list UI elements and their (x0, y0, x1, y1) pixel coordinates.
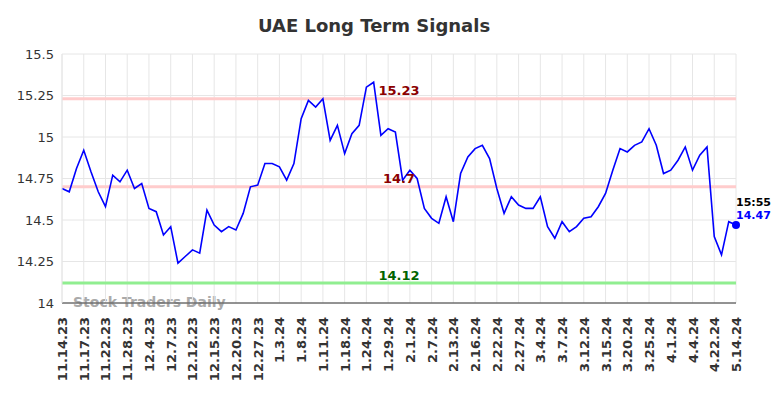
svg-text:14.7: 14.7 (383, 171, 415, 186)
svg-text:1.18.24: 1.18.24 (338, 317, 353, 372)
svg-text:4.4.24: 4.4.24 (686, 317, 701, 363)
svg-text:14.5: 14.5 (25, 213, 54, 228)
svg-text:11.28.23: 11.28.23 (120, 317, 135, 381)
svg-text:15.5: 15.5 (25, 47, 54, 62)
svg-text:12.4.23: 12.4.23 (142, 317, 157, 372)
svg-text:2.13.24: 2.13.24 (446, 317, 461, 372)
svg-text:1.29.24: 1.29.24 (381, 317, 396, 372)
svg-text:12.15.23: 12.15.23 (207, 317, 222, 381)
svg-text:12.27.23: 12.27.23 (251, 317, 266, 381)
svg-text:15.25: 15.25 (17, 88, 54, 103)
svg-text:4.22.24: 4.22.24 (707, 317, 722, 372)
svg-text:14.75: 14.75 (17, 171, 54, 186)
html-text:Stock Traders Daily: Stock Traders Daily (73, 294, 226, 310)
svg-text:3.4.24: 3.4.24 (533, 317, 548, 363)
svg-text:11.22.23: 11.22.23 (98, 317, 113, 381)
svg-text:15.23: 15.23 (378, 83, 419, 98)
svg-text:2.1.24: 2.1.24 (403, 317, 418, 363)
svg-text:4.1.24: 4.1.24 (664, 317, 679, 363)
svg-text:5.14.24: 5.14.24 (729, 317, 744, 372)
svg-text:3.20.24: 3.20.24 (620, 317, 635, 372)
svg-text:14: 14 (37, 296, 54, 311)
svg-text:11.17.23: 11.17.23 (77, 317, 92, 381)
svg-text:12.7.23: 12.7.23 (164, 317, 179, 372)
svg-text:11.14.23: 11.14.23 (55, 317, 70, 381)
svg-text:12.12.23: 12.12.23 (185, 317, 200, 381)
svg-text:1.11.24: 1.11.24 (316, 317, 331, 372)
svg-text:15: 15 (37, 130, 54, 145)
svg-text:2.22.24: 2.22.24 (490, 317, 505, 372)
svg-text:2.27.24: 2.27.24 (512, 317, 527, 372)
svg-text:3.25.24: 3.25.24 (642, 317, 657, 372)
svg-text:1.3.24: 1.3.24 (272, 317, 287, 363)
svg-text:1.8.24: 1.8.24 (294, 317, 309, 363)
svg-text:14.12: 14.12 (378, 268, 419, 283)
svg-text:14.25: 14.25 (17, 254, 54, 269)
svg-text:3.12.24: 3.12.24 (577, 317, 592, 372)
svg-text:2.16.24: 2.16.24 (468, 317, 483, 372)
html-text:UAE Long Term Signals: UAE Long Term Signals (257, 15, 491, 36)
svg-text:15:55: 15:55 (736, 196, 771, 209)
svg-text:3.15.24: 3.15.24 (599, 317, 614, 372)
svg-text:3.7.24: 3.7.24 (555, 317, 570, 363)
svg-text:12.20.23: 12.20.23 (229, 317, 244, 381)
svg-text:1.24.24: 1.24.24 (359, 317, 374, 372)
svg-text:2.7.24: 2.7.24 (425, 317, 440, 363)
svg-text:14.47: 14.47 (736, 209, 771, 222)
